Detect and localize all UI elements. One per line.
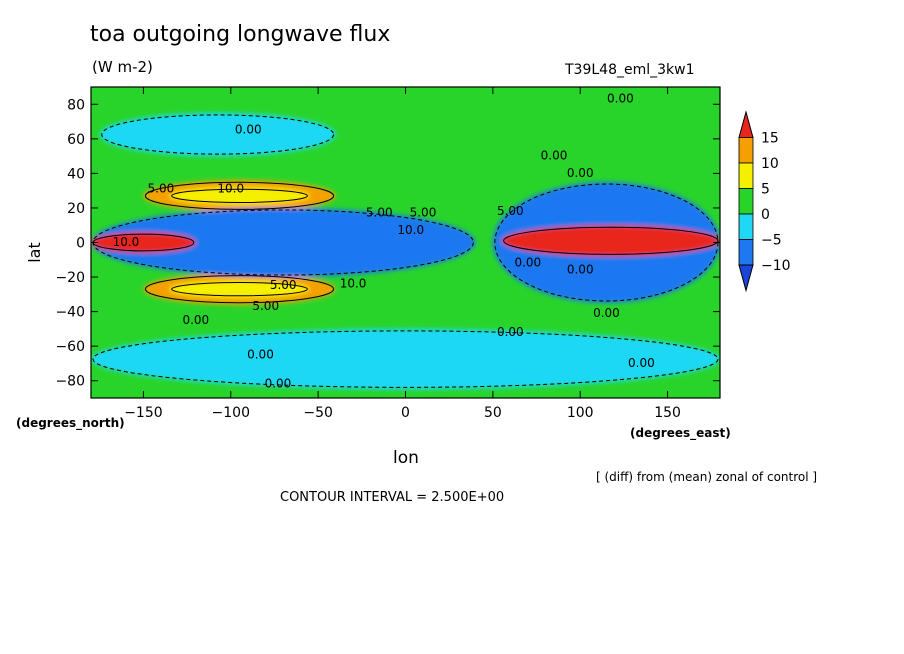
y-tick-label: −60 bbox=[55, 339, 85, 355]
heatmap-region-2 bbox=[169, 187, 310, 205]
contour-label-12: 10.0 bbox=[113, 235, 140, 249]
axes: −150 −100 −50 0 50 100 150 −80 −60 −40 −20 0 20 40 60 8… bbox=[55, 86, 721, 421]
colorbar-label: −5 bbox=[761, 233, 782, 249]
contour-label-3: 0.00 bbox=[567, 166, 594, 180]
colorbar-arrow-bottom bbox=[738, 264, 754, 293]
x-unit-note: (degrees_east) bbox=[630, 426, 731, 440]
heatmap-region-5 bbox=[91, 207, 476, 278]
chart-title: toa outgoing longwave flux bbox=[90, 22, 391, 47]
contour-line-9 bbox=[92, 330, 719, 388]
y-unit-note: (degrees_north) bbox=[16, 416, 125, 430]
contour-label-11: 10.0 bbox=[340, 276, 367, 290]
contour-interval: CONTOUR INTERVAL = 2.500E+00 bbox=[280, 490, 505, 505]
contour-label-0: 0.00 bbox=[235, 123, 262, 137]
contour-line-2 bbox=[171, 188, 308, 203]
contour-label-15: 0.00 bbox=[497, 325, 524, 339]
contour-line-1 bbox=[144, 181, 335, 210]
y-tick-label: 80 bbox=[67, 97, 85, 113]
diff-footnote: [ (diff) from (mean) zonal of control ] bbox=[596, 470, 818, 484]
contour-line-3 bbox=[144, 275, 335, 304]
contour-label-6: 5.00 bbox=[366, 206, 393, 220]
contour-label-1: 0.00 bbox=[607, 92, 634, 106]
run-name: T39L48_eml_3kw1 bbox=[565, 62, 695, 78]
heatmap-region-6 bbox=[91, 232, 196, 253]
x-tick-label: 50 bbox=[484, 405, 502, 421]
y-tick-label: 40 bbox=[67, 166, 85, 182]
contour-label-8: 5.00 bbox=[497, 204, 524, 218]
plot-area: 0.00 0.00 0.00 0.00 5.00 10.0 5.00 5.00 5.00 10.0… bbox=[91, 87, 720, 398]
contour-label-4: 5.00 bbox=[148, 181, 175, 195]
heatmap-region-4 bbox=[169, 280, 310, 298]
colorbar-arrow-top bbox=[738, 110, 754, 138]
contour-line-8 bbox=[503, 226, 719, 255]
y-tick-label: −20 bbox=[55, 270, 85, 286]
contour-label-21: 0.00 bbox=[567, 263, 594, 277]
contour-label-14: 0.00 bbox=[182, 313, 209, 327]
colorbar-label: 10 bbox=[761, 156, 779, 172]
contour-line-0 bbox=[101, 114, 335, 155]
y-tick-label: −40 bbox=[55, 305, 85, 321]
y-tick-label: 60 bbox=[67, 132, 85, 148]
colorbar-cell-2 bbox=[738, 162, 754, 189]
colorbar-cell-3 bbox=[738, 188, 754, 215]
y-tick-label: 0 bbox=[76, 236, 85, 252]
colorbar-cell-1 bbox=[738, 137, 754, 164]
x-tick-label: 100 bbox=[567, 405, 594, 421]
heatmap-region-8 bbox=[501, 225, 720, 257]
contour-label-9: 10.0 bbox=[397, 223, 424, 237]
colorbar-label: 0 bbox=[761, 207, 770, 223]
colorbar-cell-4 bbox=[738, 213, 754, 240]
colorbar: 15 10 5 0 −5 −10 bbox=[738, 110, 791, 293]
x-tick-label: 150 bbox=[654, 405, 681, 421]
contour-label-7: 5.00 bbox=[410, 206, 437, 220]
colorbar-label: 5 bbox=[761, 182, 770, 198]
heatmap-region-0 bbox=[99, 112, 336, 157]
contour-label-17: 0.00 bbox=[628, 356, 655, 370]
contour-label-18: 0.00 bbox=[265, 377, 292, 391]
colorbar-label: 15 bbox=[761, 131, 779, 147]
x-tick-label: −100 bbox=[212, 405, 250, 421]
contour-label-5: 10.0 bbox=[217, 181, 244, 195]
contour-label-20: 0.00 bbox=[514, 256, 541, 270]
contour-line-4 bbox=[171, 282, 308, 297]
x-axis-label: lon bbox=[393, 448, 419, 468]
y-tick-label: 20 bbox=[67, 201, 85, 217]
y-tick-label: −80 bbox=[55, 374, 85, 390]
contour-label-10: 5.00 bbox=[270, 278, 297, 292]
x-tick-label: −150 bbox=[124, 405, 162, 421]
contour-label-2: 0.00 bbox=[541, 149, 568, 163]
contour-label-13: 5.00 bbox=[252, 299, 279, 313]
chart-units: (W m-2) bbox=[92, 58, 153, 76]
x-tick-label: 0 bbox=[401, 405, 410, 421]
heatmap-region-9 bbox=[91, 328, 720, 390]
contour-label-19: 0.00 bbox=[593, 306, 620, 320]
colorbar-cell-5 bbox=[738, 239, 754, 266]
colorbar-label: −10 bbox=[761, 258, 791, 274]
contour-label-16: 0.00 bbox=[247, 347, 274, 361]
x-tick-label: −50 bbox=[303, 405, 333, 421]
